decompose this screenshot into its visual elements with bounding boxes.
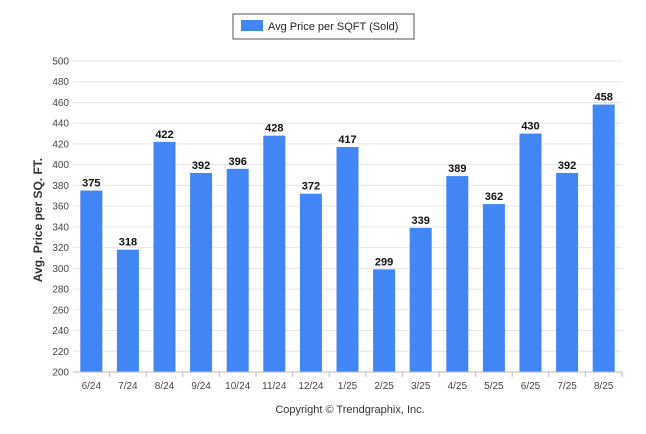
x-tick-label: 7/24 bbox=[118, 381, 138, 392]
bar bbox=[190, 172, 213, 372]
data-label: 392 bbox=[558, 160, 576, 172]
bar bbox=[409, 227, 432, 372]
y-tick-label: 500 bbox=[52, 57, 69, 68]
bar bbox=[556, 172, 579, 372]
y-tick-label: 220 bbox=[52, 347, 69, 358]
bar bbox=[80, 190, 103, 372]
bar bbox=[299, 193, 322, 372]
x-tick-label: 8/25 bbox=[594, 381, 614, 392]
y-axis-title: Avg. Price per SQ. FT. bbox=[31, 158, 45, 282]
legend-label: Avg Price per SQFT (Sold) bbox=[268, 21, 398, 33]
y-tick-label: 440 bbox=[52, 119, 69, 130]
y-tick-label: 420 bbox=[52, 139, 69, 150]
data-label: 375 bbox=[82, 178, 100, 190]
bar bbox=[482, 204, 505, 372]
x-tick-label: 12/24 bbox=[298, 381, 323, 392]
data-label: 389 bbox=[448, 163, 466, 175]
bar bbox=[263, 135, 286, 372]
x-tick-label: 11/24 bbox=[262, 381, 287, 392]
bar bbox=[373, 269, 396, 372]
data-label: 430 bbox=[521, 121, 539, 133]
data-label: 339 bbox=[412, 215, 430, 227]
x-tick-label: 3/25 bbox=[411, 381, 431, 392]
x-tick-label: 5/25 bbox=[484, 381, 504, 392]
data-label: 392 bbox=[192, 160, 210, 172]
y-tick-label: 200 bbox=[52, 368, 69, 379]
x-tick-label: 10/24 bbox=[225, 381, 250, 392]
y-tick-label: 380 bbox=[52, 181, 69, 192]
copyright-text: Copyright © Trendgraphix, Inc. bbox=[275, 404, 424, 416]
legend-swatch bbox=[241, 20, 263, 31]
data-label: 428 bbox=[265, 123, 283, 135]
data-label: 417 bbox=[338, 134, 356, 146]
bar bbox=[226, 168, 249, 372]
x-tick-label: 7/25 bbox=[557, 381, 577, 392]
bar bbox=[446, 176, 469, 372]
bar bbox=[592, 104, 615, 372]
y-tick-label: 300 bbox=[52, 264, 69, 275]
bar bbox=[153, 141, 176, 372]
bar bbox=[116, 249, 139, 372]
x-tick-label: 1/25 bbox=[338, 381, 358, 392]
y-tick-label: 400 bbox=[52, 160, 69, 171]
y-tick-label: 460 bbox=[52, 98, 69, 109]
x-tick-label: 6/25 bbox=[521, 381, 541, 392]
x-tick-label: 2/25 bbox=[374, 381, 394, 392]
x-axis-ticks: 6/24 7/24 8/24 9/24 10/24 11/24 12/24 1/25 2/25 3… bbox=[82, 372, 623, 392]
y-tick-label: 280 bbox=[52, 285, 69, 296]
x-tick-label: 8/24 bbox=[155, 381, 175, 392]
data-label: 299 bbox=[375, 256, 393, 268]
x-tick-label: 9/24 bbox=[191, 381, 211, 392]
data-label: 318 bbox=[119, 237, 137, 249]
bars: 375 318 422 392 396 428 372 417 299 339 389 362 430 3… bbox=[80, 92, 615, 372]
y-tick-label: 340 bbox=[52, 222, 69, 233]
bar bbox=[336, 147, 359, 372]
y-tick-label: 320 bbox=[52, 243, 69, 254]
legend: Avg Price per SQFT (Sold) bbox=[232, 13, 415, 40]
y-tick-label: 360 bbox=[52, 202, 69, 213]
bar bbox=[519, 133, 542, 372]
legend-box bbox=[232, 13, 415, 40]
x-tick-label: 4/25 bbox=[448, 381, 468, 392]
y-axis-ticks: 200 220 240 260 280 300 320 340 360 380 400 420 440 4… bbox=[52, 57, 69, 379]
data-label: 396 bbox=[229, 156, 247, 168]
data-label: 422 bbox=[155, 129, 173, 141]
data-label: 458 bbox=[595, 92, 613, 104]
data-label: 372 bbox=[302, 181, 320, 193]
y-tick-label: 260 bbox=[52, 305, 69, 316]
y-tick-label: 240 bbox=[52, 326, 69, 337]
x-tick-label: 6/24 bbox=[82, 381, 102, 392]
data-label: 362 bbox=[485, 191, 503, 203]
y-tick-label: 480 bbox=[52, 77, 69, 88]
